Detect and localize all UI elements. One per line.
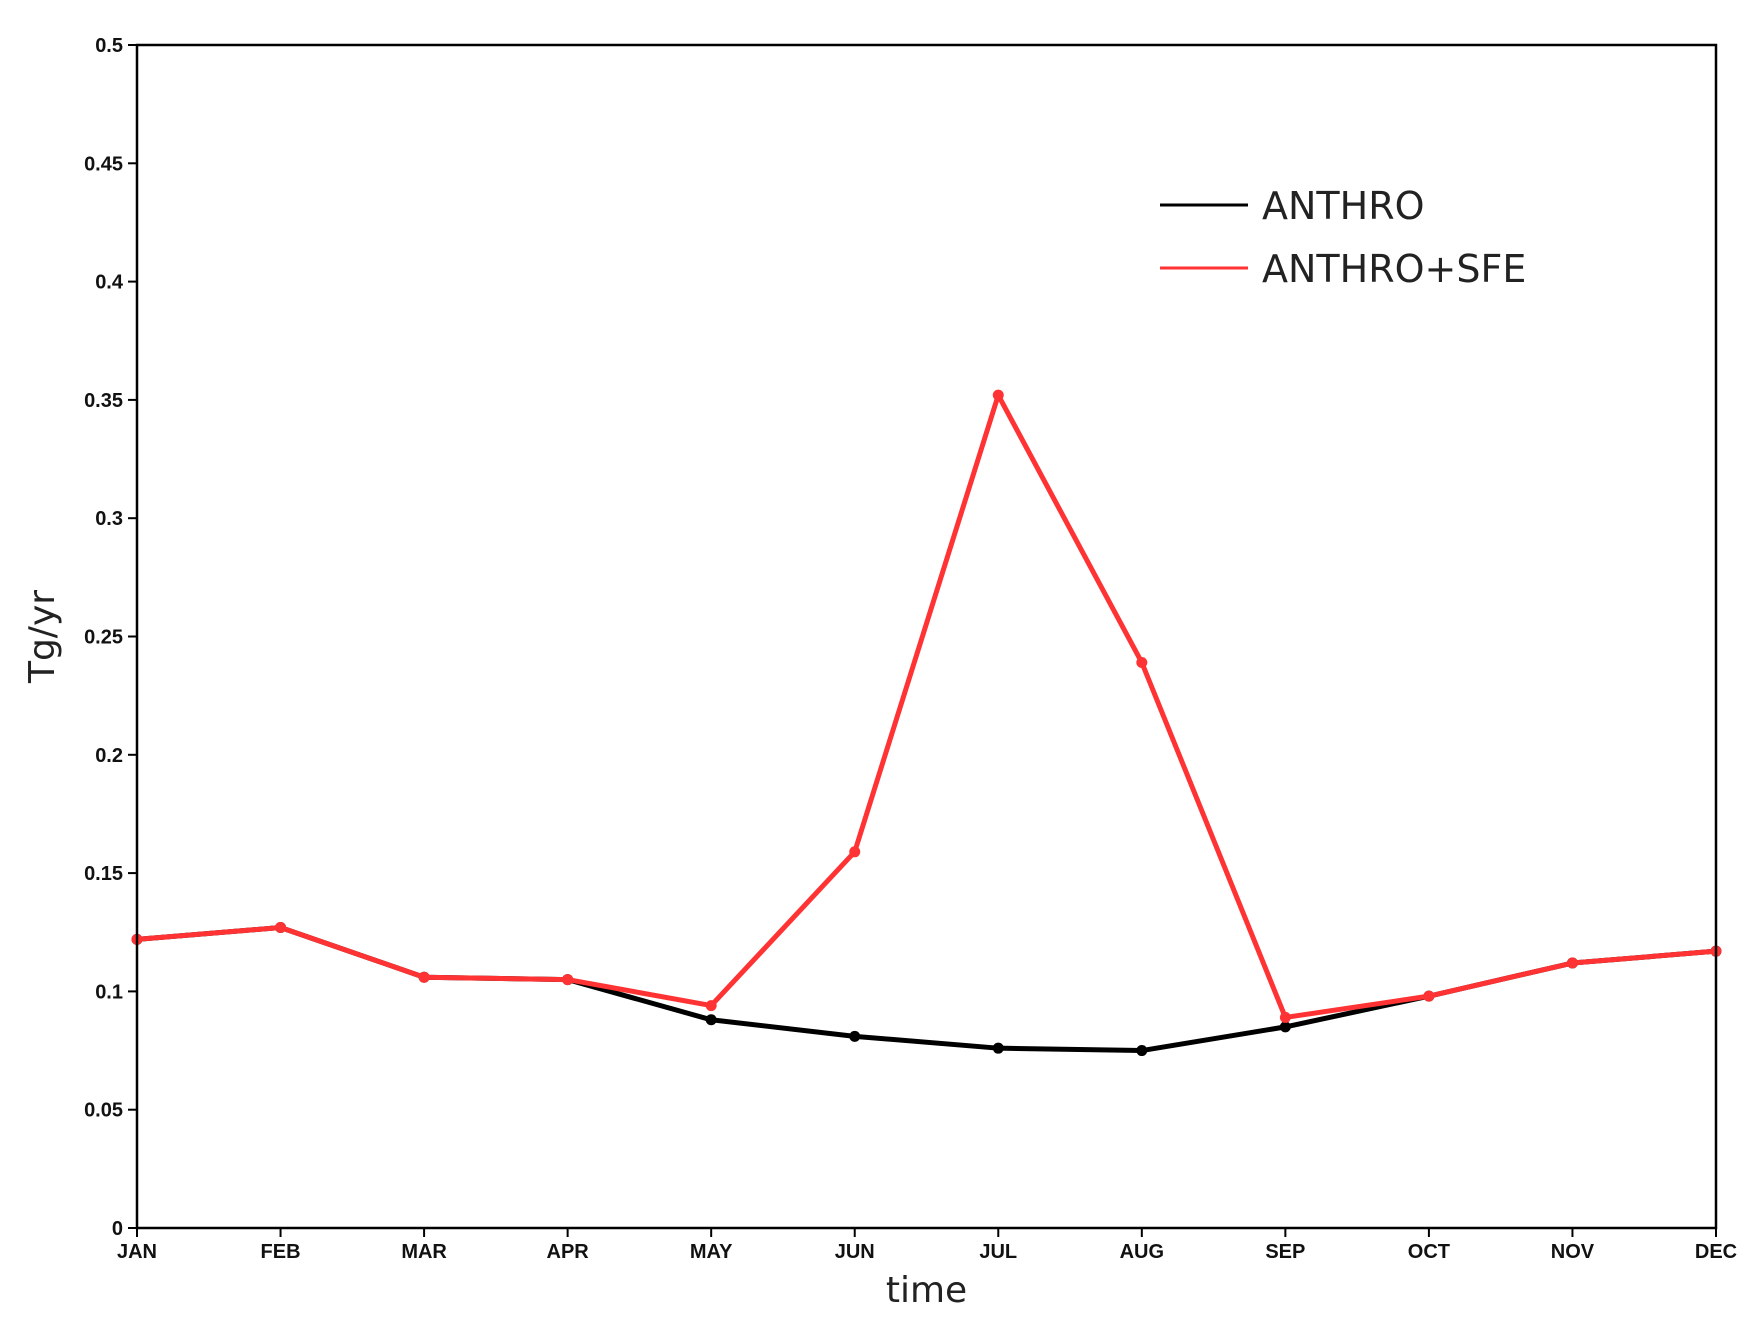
data-point (1566, 957, 1578, 969)
x-tick-label: JUL (979, 1241, 1017, 1263)
series-line (134, 392, 1719, 1020)
y-tick-label: 0.3 (95, 508, 123, 530)
plot-area-frame (135, 43, 1718, 1230)
data-point (1279, 1021, 1291, 1033)
data-point (1279, 1011, 1291, 1023)
x-axis-ticks: JAN FEB MAR APR MAY JUN JUL AUG SEP OCT NOV DEC (117, 1228, 1737, 1263)
data-point (849, 846, 861, 858)
x-tick-label: FEB (261, 1241, 301, 1263)
x-tick-label: MAY (690, 1241, 733, 1263)
y-tick-label: 0.4 (95, 272, 124, 294)
data-point (562, 974, 574, 986)
x-axis-title: time (886, 1270, 967, 1311)
x-tick-label: DEC (1695, 1241, 1737, 1263)
data-point (992, 1042, 1004, 1054)
y-tick-label: 0 (112, 1218, 123, 1240)
y-tick-label: 0.45 (84, 153, 123, 175)
data-point (705, 1000, 717, 1012)
legend: ANTHRO ANTHRO+SFE (1160, 184, 1526, 291)
data-point (418, 971, 430, 983)
data-point (1423, 990, 1435, 1002)
data-point (275, 922, 287, 934)
y-axis-ticks: 0 0.05 0.1 0.15 0.2 0.25 0.3 0.35 0.4 0.45 0.5 (84, 35, 137, 1240)
y-tick-label: 0.15 (84, 863, 123, 885)
y-tick-label: 0.35 (84, 390, 123, 412)
y-tick-label: 0.5 (95, 35, 123, 57)
x-tick-label: SEP (1265, 1241, 1305, 1263)
x-tick-label: NOV (1551, 1241, 1595, 1263)
x-tick-label: OCT (1408, 1241, 1450, 1263)
x-tick-label: JUN (835, 1241, 875, 1263)
data-point (1136, 657, 1148, 669)
legend-label: ANTHRO (1262, 184, 1425, 228)
data-point (992, 389, 1004, 401)
y-tick-label: 0.2 (95, 745, 123, 767)
series-layer (131, 389, 1722, 1057)
legend-label: ANTHRO+SFE (1262, 247, 1526, 291)
y-tick-label: 0.1 (95, 981, 123, 1003)
y-axis-title: Tg/yr (22, 590, 63, 684)
y-tick-label: 0.05 (84, 1100, 123, 1122)
data-point (1136, 1045, 1148, 1057)
x-tick-label: APR (547, 1241, 590, 1263)
x-tick-label: AUG (1120, 1241, 1164, 1263)
x-tick-label: JAN (117, 1241, 157, 1263)
y-tick-label: 0.25 (84, 627, 123, 649)
data-point (849, 1030, 861, 1042)
x-tick-label: MAR (401, 1241, 447, 1263)
data-point (705, 1014, 717, 1026)
